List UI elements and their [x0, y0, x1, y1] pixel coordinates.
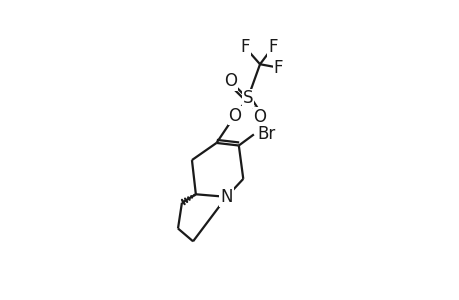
Text: F: F: [268, 38, 277, 56]
Text: N: N: [220, 188, 232, 206]
Text: O: O: [228, 106, 241, 124]
Text: O: O: [253, 108, 266, 126]
Text: S: S: [242, 89, 252, 107]
Text: F: F: [240, 38, 249, 56]
Text: O: O: [224, 72, 236, 90]
Text: F: F: [273, 59, 283, 77]
Text: Br: Br: [257, 125, 274, 143]
